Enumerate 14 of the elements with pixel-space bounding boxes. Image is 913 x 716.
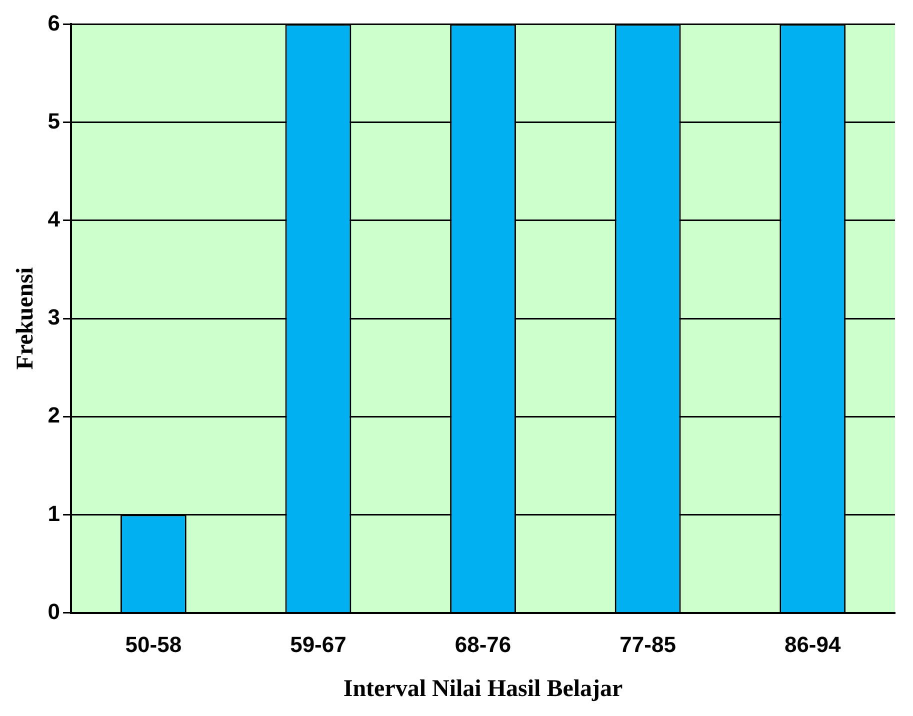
x-tick-label: 59-67 [290,632,346,658]
y-tick-label: 0 [48,598,60,624]
y-tick-label: 3 [48,304,60,330]
x-tick-label: 50-58 [125,632,182,658]
x-tick-label: 77-85 [620,632,676,658]
y-tick-label: 6 [48,10,60,36]
x-axis-title: Interval Nilai Hasil Belajar [343,676,624,702]
y-tick-label: 4 [48,206,61,232]
y-tick-label: 5 [48,108,60,134]
y-tick-label: 2 [48,402,60,428]
y-axis-title: Frekuensi [12,267,39,370]
x-tick-label: 86-94 [784,632,842,658]
y-tick-label: 1 [48,500,60,526]
x-tick-label: 68-76 [454,632,512,658]
